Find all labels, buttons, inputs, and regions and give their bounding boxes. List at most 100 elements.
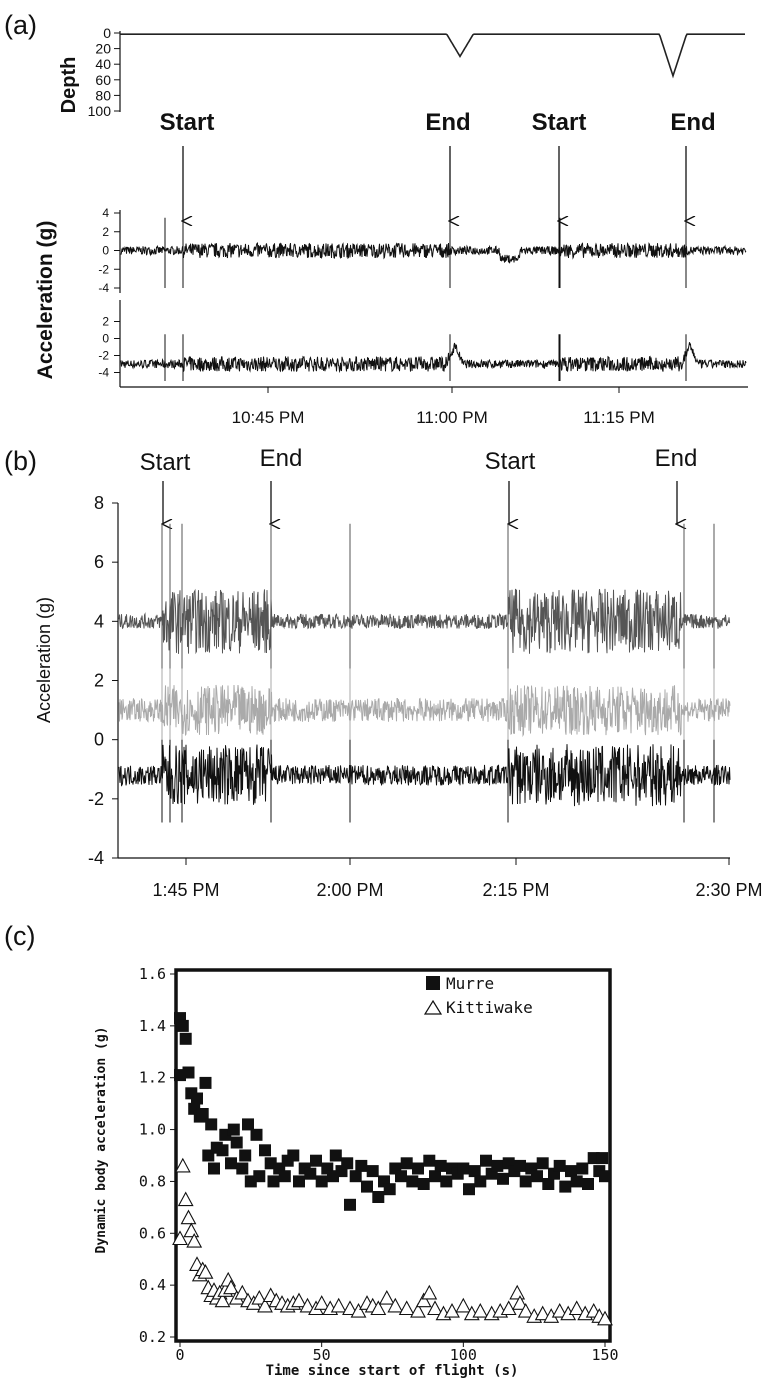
murre-point: [179, 1032, 192, 1045]
kittiwake-point: [313, 1295, 330, 1310]
a-xtick-label-1: 10:45 PM: [232, 408, 305, 427]
murre-point: [457, 1162, 470, 1175]
b-ytick-label-6: -4: [88, 848, 104, 868]
panel-c-y-ticks: 0.2 0.4 0.6 0.8 1.0 1.2 1.4 1.6: [139, 965, 176, 1346]
murre-point: [304, 1167, 317, 1180]
murre-point: [253, 1170, 266, 1183]
kittiwake-point: [183, 1222, 200, 1238]
a-xtick-label-3: 11:15 PM: [583, 408, 655, 427]
kittiwake-point: [500, 1300, 517, 1316]
upper-tick-label-3: -2: [98, 262, 109, 276]
annotation-end-2: End: [670, 109, 715, 136]
kittiwake-point: [257, 1297, 273, 1313]
murre-point: [361, 1180, 373, 1193]
upper-tick-label-2: 0: [102, 244, 109, 258]
kittiwake-point: [234, 1284, 251, 1300]
b-annotation-end-1: End: [260, 445, 303, 472]
c-ytick-label-0: 0.2: [139, 1328, 166, 1346]
murre-point: [216, 1144, 229, 1157]
lower-tick-label-2: -2: [98, 349, 109, 363]
murre-point: [242, 1118, 254, 1131]
kittiwake-point: [177, 1191, 194, 1207]
murre-series: [174, 1012, 611, 1211]
b-ytick-label-5: -2: [88, 789, 104, 809]
b-annotation-end-2: End: [655, 445, 698, 472]
legend-kittiwake-label: Kittiwake: [446, 998, 533, 1017]
b-xtick-label-2: 2:00 PM: [316, 880, 383, 900]
b-ytick-label-1: 6: [94, 552, 104, 572]
kittiwake-point: [291, 1292, 307, 1308]
depth-tick-label-1: 20: [95, 41, 111, 57]
murre-point: [329, 1149, 342, 1162]
kittiwake-point: [472, 1302, 489, 1318]
murre-point: [531, 1170, 543, 1183]
kittiwake-point: [350, 1302, 367, 1318]
legend-kittiwake-marker: [423, 999, 443, 1015]
kittiwake-point: [410, 1302, 426, 1318]
panel-a-x-ticks: 10:45 PM 11:00 PM 11:15 PM: [232, 387, 655, 427]
murre-point: [423, 1154, 436, 1167]
kittiwake-point: [197, 1264, 214, 1279]
upper-acc-ticks: 4 2 0 -2 -4: [98, 206, 120, 295]
kittiwake-point: [415, 1292, 432, 1308]
murre-point: [259, 1144, 271, 1157]
lower-acc-trace: [120, 334, 747, 381]
kittiwake-series: [172, 1157, 613, 1326]
lower-acc-ticks: 2 0 -2 -4: [98, 315, 120, 380]
panel-c-x-ticks: 0 50 100 150: [175, 1341, 619, 1364]
kittiwake-point: [517, 1302, 534, 1318]
murre-point: [341, 1157, 354, 1170]
upper-tick-label-4: -4: [98, 281, 109, 295]
depth-axis-label: Depth: [58, 57, 80, 114]
panel-c-x-label: Time since start of flight (s): [266, 1363, 519, 1379]
murre-point: [176, 1019, 189, 1032]
murre-point: [514, 1159, 526, 1172]
panel-c-frame: [174, 968, 612, 1343]
kittiwake-point: [444, 1302, 460, 1318]
b-ytick-label-4: 0: [94, 730, 104, 750]
murre-point: [227, 1123, 240, 1136]
murre-point: [576, 1162, 589, 1175]
c-ytick-label-6: 1.4: [139, 1017, 166, 1035]
legend-murre-label: Murre: [446, 974, 494, 993]
kittiwake-point: [427, 1300, 443, 1316]
depth-tick-label-4: 80: [95, 87, 111, 103]
kittiwake-point: [387, 1297, 404, 1313]
murre-point: [474, 1175, 487, 1188]
a-xtick-label-2: 11:00 PM: [416, 408, 488, 427]
depth-tick-label-5: 100: [88, 103, 112, 119]
kittiwake-point: [180, 1209, 197, 1225]
c-ytick-label-7: 1.6: [139, 965, 166, 983]
kittiwake-point: [512, 1295, 528, 1310]
murre-point: [230, 1136, 243, 1149]
murre-point: [182, 1066, 195, 1079]
lower-tick-label-1: 0: [102, 332, 109, 346]
panel-b-y-ticks: 8 6 4 2 0 -2 -4: [88, 493, 118, 868]
kittiwake-point: [551, 1302, 568, 1318]
upper-acc-trace: [120, 217, 747, 288]
murre-point: [196, 1108, 209, 1120]
murre-point: [429, 1170, 441, 1183]
murre-point: [559, 1180, 572, 1193]
murre-point: [491, 1159, 504, 1172]
c-ytick-label-2: 0.6: [139, 1224, 166, 1242]
murre-point: [406, 1175, 419, 1188]
panel-c-label: (c): [4, 921, 35, 951]
c-ytick-label-4: 1.0: [139, 1121, 166, 1139]
legend-murre-marker: [426, 976, 440, 990]
kittiwake-point: [251, 1289, 268, 1305]
murre-point: [440, 1175, 453, 1188]
c-ytick-label-1: 0.4: [139, 1276, 166, 1294]
kittiwake-point: [214, 1292, 231, 1308]
murre-point: [208, 1162, 220, 1175]
murre-point: [349, 1170, 362, 1183]
kittiwake-point: [568, 1300, 585, 1316]
panel-b-label: (b): [4, 446, 37, 476]
b-xtick-label-1: 1:45 PM: [152, 880, 219, 900]
c-xtick-label-2: 100: [450, 1346, 477, 1364]
murre-point: [400, 1157, 413, 1170]
panel-a-label: (a): [4, 10, 37, 40]
b-trace-bottom: [118, 739, 731, 823]
